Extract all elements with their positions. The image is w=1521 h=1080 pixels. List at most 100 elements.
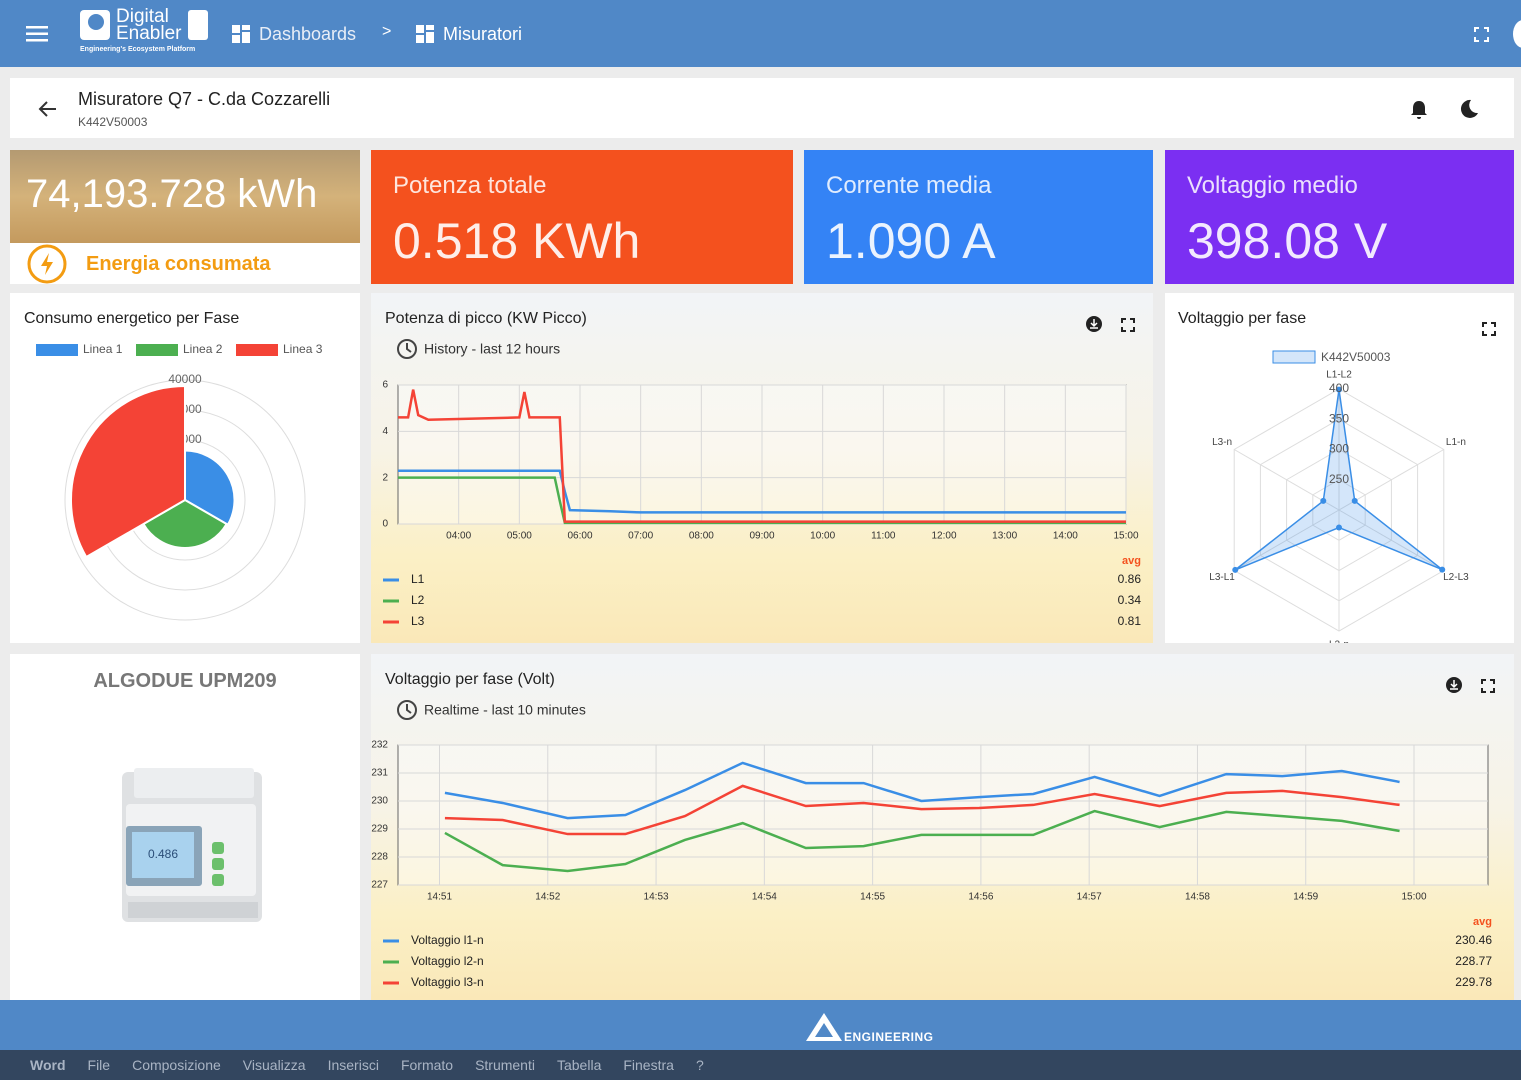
- r-tick-label: 40000: [168, 372, 202, 386]
- legend-swatch[interactable]: [36, 344, 78, 356]
- chart-title: Consumo energetico per Fase: [24, 310, 239, 327]
- legend-label: Linea 2: [183, 342, 223, 356]
- menu-item[interactable]: Composizione: [132, 1057, 221, 1073]
- y-tick-label: 0: [382, 519, 388, 530]
- series-line: [398, 389, 1126, 523]
- x-tick-label: 04:00: [446, 531, 471, 542]
- legend-label: L1: [411, 572, 425, 586]
- x-tick-label: 10:00: [810, 531, 835, 542]
- point: [1351, 497, 1358, 504]
- breadcrumb-link[interactable]: Dashboards: [259, 24, 357, 44]
- fullscreen-button[interactable]: [1474, 27, 1489, 42]
- x-tick-label: 11:00: [871, 531, 896, 542]
- dashboard-icon: [416, 25, 434, 43]
- legend-avg: 229.78: [1455, 975, 1492, 989]
- menu-button[interactable]: [26, 26, 48, 42]
- chart-subtitle: Realtime - last 10 minutes: [424, 702, 586, 718]
- point: [1320, 497, 1327, 504]
- chart-title: Voltaggio per fase: [1178, 310, 1306, 327]
- fullscreen-button[interactable]: [1481, 679, 1495, 693]
- kpi-label: Energia consumata: [86, 253, 271, 275]
- avatar[interactable]: [1513, 20, 1521, 48]
- chart-subtitle: History - last 12 hours: [424, 341, 560, 357]
- chart-panel: Voltaggio per fase L1-L2 L1-n L2-L3 L2-n L3-…: [1165, 293, 1514, 643]
- device-id: K442V50003: [78, 115, 148, 129]
- chart-panel: Potenza di picco (KW Picco) History - la…: [371, 293, 1153, 643]
- r-tick-label: 300: [1329, 442, 1349, 456]
- y-tick-label: 227: [371, 880, 388, 891]
- menu-bar: Word File Composizione Visualizza Inserisci F…: [0, 1050, 1521, 1080]
- fullscreen-button[interactable]: [1121, 318, 1135, 332]
- y-tick-label: 6: [382, 380, 388, 391]
- legend-label: Linea 3: [283, 342, 323, 356]
- y-tick-label: 228: [371, 852, 388, 863]
- kpi-card: Voltaggio medio 398.08 V: [1165, 150, 1514, 284]
- x-tick-label: 14:54: [752, 892, 777, 903]
- alarm-button[interactable]: [1408, 98, 1430, 120]
- x-tick-label: 15:00: [1401, 892, 1426, 903]
- point: [1232, 566, 1239, 573]
- menu-item[interactable]: Strumenti: [475, 1057, 535, 1073]
- legend-swatch[interactable]: [236, 344, 278, 356]
- y-tick-label: 230: [371, 796, 388, 807]
- x-tick-label: 07:00: [628, 531, 653, 542]
- kpi-card: 74,193.728 kWh Energia consumata: [10, 150, 360, 284]
- y-tick-label: 231: [371, 768, 388, 779]
- spoke: [1233, 509, 1340, 571]
- x-tick-label: 14:51: [427, 892, 452, 903]
- device-title: Misuratore Q7 - C.da Cozzarelli: [78, 89, 331, 109]
- legend-label: L2: [411, 593, 425, 607]
- download-button[interactable]: [1446, 677, 1462, 693]
- legend-label: K442V50003: [1321, 350, 1391, 364]
- fullscreen-button[interactable]: [1482, 322, 1496, 336]
- device-header: Misuratore Q7 - C.da Cozzarelli K442V500…: [10, 78, 1514, 138]
- chart-title: Potenza di picco (KW Picco): [385, 310, 587, 327]
- kpi-title: Potenza totale: [393, 172, 547, 199]
- logo-line: Enabler: [116, 23, 182, 44]
- x-tick-label: 14:53: [644, 892, 669, 903]
- footer: ENGINEERING: [0, 1000, 1521, 1050]
- download-button[interactable]: [1086, 316, 1102, 332]
- x-tick-label: 12:00: [931, 531, 956, 542]
- axis-label: L3-n: [1212, 437, 1232, 448]
- legend-swatch[interactable]: [136, 344, 178, 356]
- dark-mode-button[interactable]: [1458, 98, 1480, 120]
- menu-item[interactable]: Inserisci: [327, 1057, 379, 1073]
- chart: Voltaggio per fase L1-L2 L1-n L2-L3 L2-n L3-…: [1178, 310, 1496, 643]
- menu-item[interactable]: File: [87, 1057, 111, 1073]
- y-tick-label: 229: [371, 824, 388, 835]
- r-tick-label: 350: [1329, 411, 1349, 425]
- menu-item[interactable]: Word: [30, 1057, 66, 1073]
- menu-item[interactable]: Finestra: [623, 1057, 674, 1073]
- legend-avg: 0.86: [1118, 572, 1142, 586]
- breadcrumb-current[interactable]: Misuratori: [443, 24, 523, 44]
- menu-item[interactable]: Visualizza: [242, 1057, 306, 1073]
- menu-item[interactable]: Formato: [400, 1057, 454, 1073]
- clock-icon: [397, 700, 417, 720]
- grid-ring: [64, 379, 306, 621]
- r-tick-label: 250: [1329, 472, 1349, 486]
- x-tick-label: 14:00: [1053, 531, 1078, 542]
- chart-title: Voltaggio per fase (Volt): [385, 671, 555, 688]
- menu-item[interactable]: ?: [695, 1057, 704, 1073]
- point: [1336, 386, 1342, 393]
- x-tick-label: 14:52: [535, 892, 560, 903]
- product-image: 0.486: [122, 768, 262, 922]
- legend-avg: 230.46: [1455, 933, 1492, 947]
- chart: Potenza di picco (KW Picco) History - la…: [382, 310, 1142, 628]
- series-line: [444, 809, 1400, 873]
- logo[interactable]: Digital Enabler Engineering's Ecosystem …: [80, 7, 212, 58]
- axis-label: L2-n: [1329, 640, 1349, 643]
- product-title: ALGODUE UPM209: [93, 670, 277, 692]
- x-tick-label: 14:56: [968, 892, 993, 903]
- spoke: [1338, 509, 1445, 571]
- kpi-value: 398.08 V: [1187, 213, 1388, 269]
- legend-avg: 0.34: [1118, 593, 1142, 607]
- back-button[interactable]: [38, 100, 58, 118]
- legend-label: Voltaggio l2-n: [411, 954, 484, 968]
- menu-item[interactable]: Tabella: [556, 1057, 602, 1073]
- x-tick-label: 15:00: [1113, 531, 1138, 542]
- clock-icon: [397, 339, 417, 359]
- x-tick-label: 14:57: [1077, 892, 1102, 903]
